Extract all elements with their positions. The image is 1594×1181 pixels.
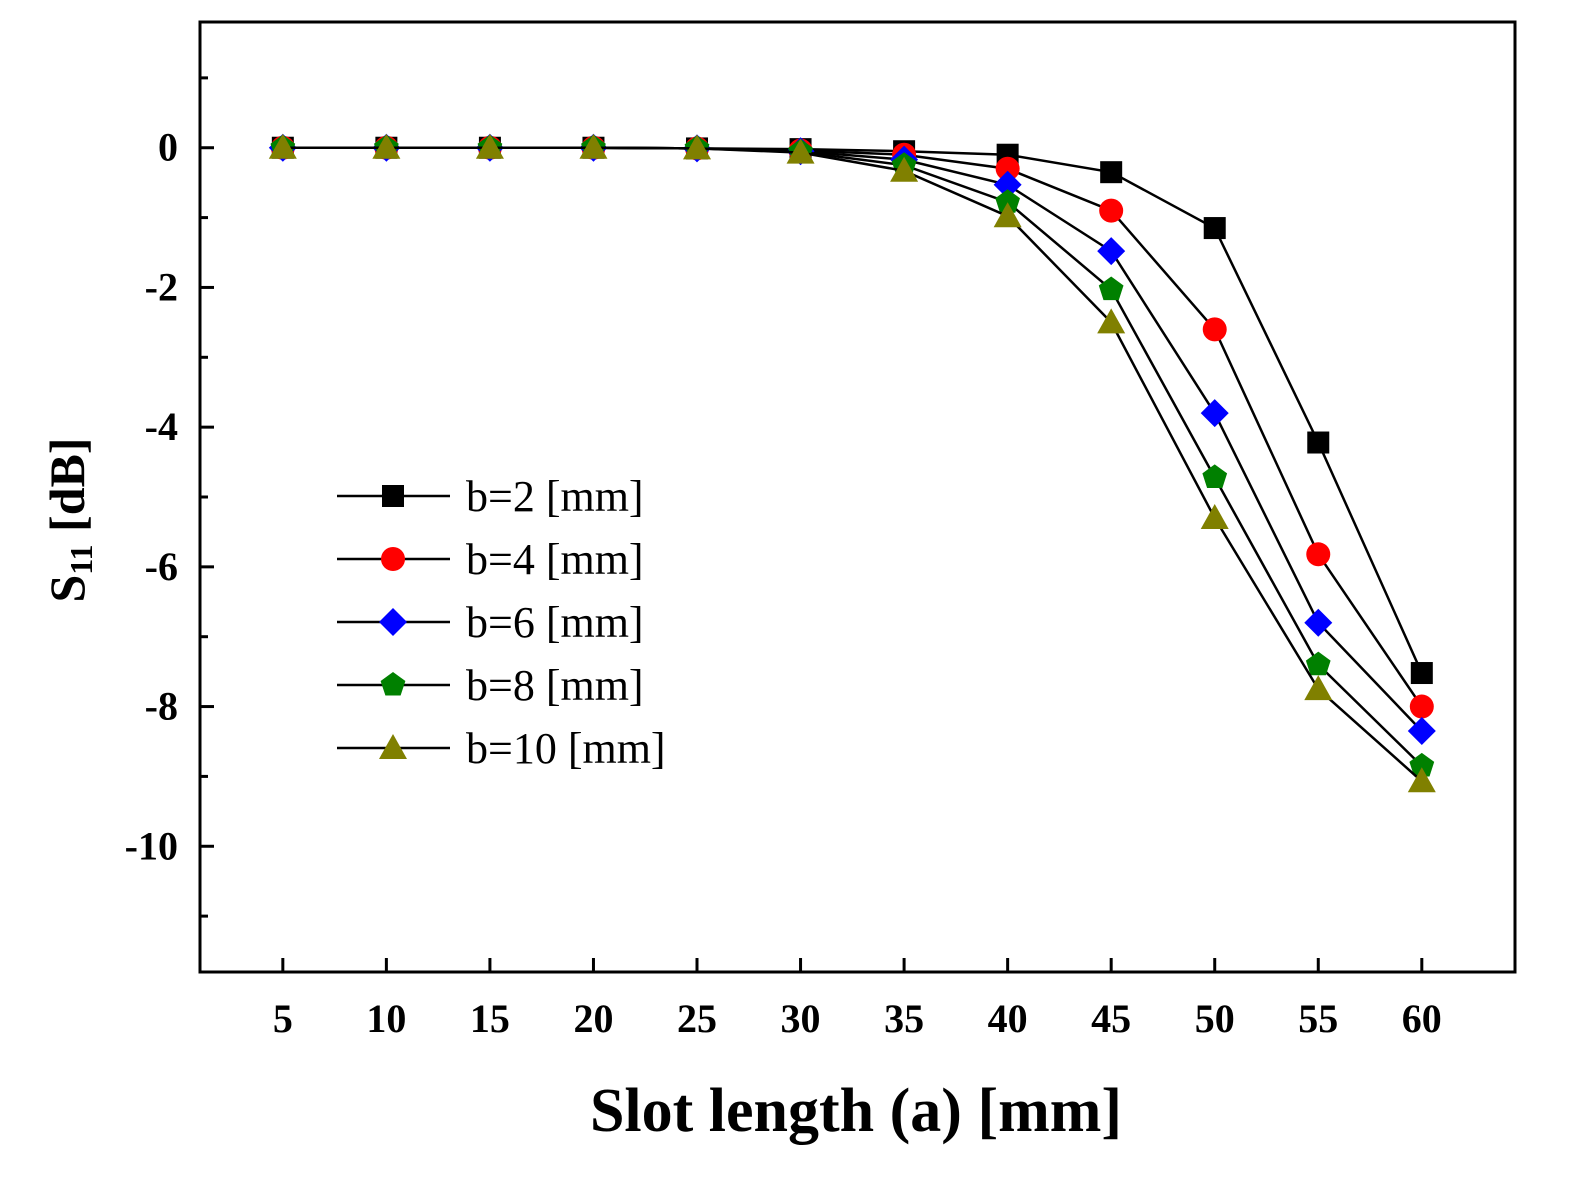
legend-label: b=2 [mm]: [466, 472, 644, 521]
legend-marker: [382, 485, 404, 507]
data-point: [1307, 431, 1330, 454]
x-axis-title: Slot length (a) [mm]: [590, 1077, 1122, 1145]
data-point: [579, 133, 608, 159]
data-point: [1304, 675, 1333, 701]
x-tick-label: 40: [988, 996, 1028, 1041]
data-point: [890, 156, 919, 182]
x-tick-label: 25: [677, 996, 717, 1041]
x-tick-label: 10: [366, 996, 406, 1041]
data-point: [786, 138, 815, 164]
series-line: [282, 146, 1423, 708]
y-axis-title-subscript: 11: [63, 544, 99, 574]
x-tick-label: 20: [573, 996, 613, 1041]
legend-marker: [380, 672, 406, 696]
y-axis-title: S11 [dB]: [39, 437, 99, 602]
legend-marker: [379, 734, 407, 759]
data-point: [995, 189, 1020, 213]
x-tick-label: 5: [273, 996, 293, 1041]
legend-item: b=4 [mm]: [337, 535, 644, 584]
data-point: [1409, 752, 1435, 777]
y-tick-label: -2: [145, 264, 178, 309]
data-point: [1099, 198, 1124, 223]
series-line: [282, 146, 1423, 767]
data-point: [1200, 503, 1229, 529]
data-point: [1202, 317, 1227, 342]
data-point: [993, 202, 1022, 228]
data-point: [1097, 308, 1126, 334]
series-1: [271, 136, 1433, 685]
x-tick-label: 55: [1298, 996, 1338, 1041]
data-point: [1306, 542, 1331, 567]
legend-item: b=10 [mm]: [337, 724, 666, 773]
series-5: [268, 133, 1436, 793]
data-point: [1203, 217, 1226, 240]
data-point: [1304, 608, 1333, 637]
x-axis: 5 10 15 20 25 30 35 40 45 50 55 60: [273, 958, 1442, 1041]
legend-item: b=2 [mm]: [337, 472, 644, 521]
x-tick-label: 60: [1402, 996, 1442, 1041]
y-axis: 0 -2 -4 -6 -8 -10: [125, 76, 214, 918]
series-3: [268, 133, 1436, 746]
data-point: [1410, 662, 1433, 685]
data-point: [1407, 717, 1436, 746]
data-point: [995, 156, 1020, 181]
data-point: [1202, 464, 1228, 488]
y-axis-title-main: S: [39, 575, 95, 603]
y-tick-label: -6: [145, 544, 178, 589]
x-tick-label: 15: [470, 996, 510, 1041]
series-layer: [268, 133, 1436, 793]
data-point: [1200, 399, 1229, 428]
legend-label: b=10 [mm]: [466, 724, 666, 773]
y-axis-title-unit: [dB]: [39, 437, 95, 544]
series-line: [282, 146, 1423, 783]
legend-item: b=6 [mm]: [337, 598, 644, 647]
legend-marker: [379, 608, 407, 636]
x-tick-label: 30: [781, 996, 821, 1041]
data-point: [1409, 694, 1434, 719]
legend-label: b=4 [mm]: [466, 535, 644, 584]
x-tick-label: 35: [884, 996, 924, 1041]
data-point: [475, 133, 504, 159]
x-tick-label: 50: [1195, 996, 1235, 1041]
y-tick-label: -4: [145, 404, 178, 449]
data-point: [1407, 767, 1436, 793]
series-2: [270, 135, 1434, 719]
legend-label: b=6 [mm]: [466, 598, 644, 647]
data-point: [1097, 237, 1126, 266]
y-tick-label: 0: [158, 125, 178, 170]
legend: b=2 [mm] b=4 [mm] b=6 [mm] b=8 [mm] b=10 [mm…: [337, 472, 666, 773]
data-point: [1305, 651, 1331, 676]
y-tick-label: -10: [125, 823, 178, 868]
y-tick-label: -8: [145, 684, 178, 729]
data-point: [372, 133, 401, 159]
series-line: [282, 146, 1423, 732]
data-point: [1098, 276, 1124, 301]
series-4: [270, 134, 1435, 777]
data-point: [268, 133, 297, 159]
data-point: [993, 170, 1022, 199]
data-point: [683, 134, 712, 160]
legend-label: b=8 [mm]: [466, 661, 644, 710]
data-point: [1100, 161, 1123, 184]
legend-marker: [381, 547, 405, 571]
legend-item: b=8 [mm]: [337, 661, 644, 710]
x-tick-label: 45: [1091, 996, 1131, 1041]
